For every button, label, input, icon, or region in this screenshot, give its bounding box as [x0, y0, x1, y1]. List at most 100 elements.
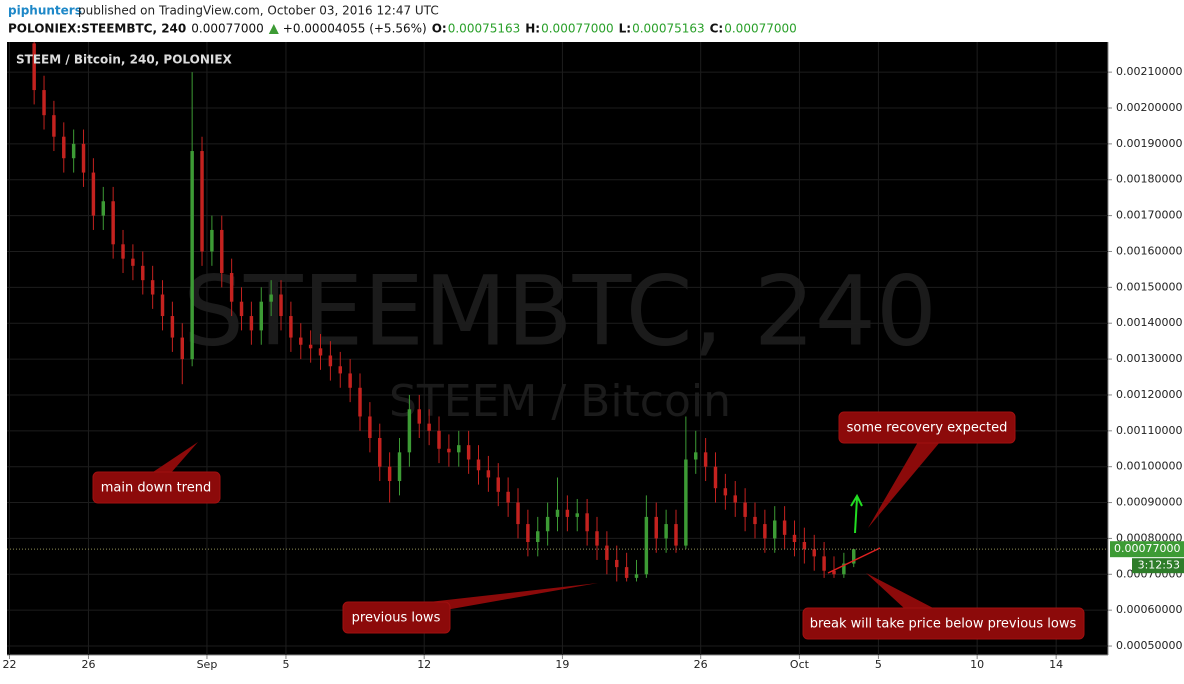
header-text: C:	[710, 22, 724, 36]
candle-body	[427, 423, 431, 431]
candle-body	[624, 567, 629, 578]
candle-body	[131, 258, 135, 266]
candle-body	[170, 316, 175, 338]
candle-body	[378, 437, 382, 467]
callout	[802, 607, 1085, 640]
candle-body	[536, 531, 540, 543]
candle-body	[42, 90, 46, 116]
countdown: 3:12:53	[1138, 559, 1180, 572]
candle-body	[190, 151, 194, 360]
candle-body	[644, 516, 649, 575]
last-price-box	[1110, 541, 1184, 558]
candle-body	[387, 466, 392, 482]
header-text: 0.00075163	[448, 22, 521, 36]
candle-body	[91, 172, 96, 216]
candle-body	[407, 409, 412, 453]
header-text: H:	[525, 22, 540, 36]
y-tick-label: 0.00160000	[1116, 244, 1182, 257]
y-tick-label: 0.00170000	[1116, 209, 1182, 222]
candle-body	[200, 151, 204, 252]
candle-body	[62, 136, 66, 159]
candle-body	[328, 355, 333, 367]
x-tick-label: 22	[2, 658, 16, 671]
callout-pointer	[150, 442, 198, 474]
candle-body	[486, 470, 491, 478]
author: piphunters	[8, 4, 82, 18]
y-tick-label: 0.00190000	[1116, 137, 1182, 150]
candle-body	[822, 556, 826, 571]
candle-body	[358, 387, 362, 417]
candle-body	[437, 430, 441, 449]
y-tick-label: 0.00180000	[1116, 173, 1182, 186]
candle-body	[101, 201, 106, 216]
annotation: some recovery expected	[847, 421, 1008, 436]
candle-body	[457, 445, 461, 453]
candle-body	[575, 513, 579, 517]
x-tick-label: Oct	[790, 658, 810, 671]
candle-body	[368, 416, 372, 438]
candle-body	[852, 549, 856, 564]
candle-body	[763, 524, 767, 539]
candle-body	[782, 520, 787, 535]
x-tick-label: 12	[417, 658, 431, 671]
candle-body	[417, 409, 421, 424]
countdown-box	[1132, 558, 1184, 574]
candle-body	[180, 337, 184, 360]
drawings: main down trend previous lows some recov…	[92, 411, 1085, 640]
candle-body	[348, 373, 352, 388]
annotation: break will take price below previous low…	[810, 617, 1077, 632]
y-tick-label: 0.00100000	[1116, 460, 1182, 473]
callout	[92, 471, 221, 504]
annotation: main down trend	[101, 481, 211, 496]
candle-body	[249, 316, 254, 331]
candle-body	[605, 545, 609, 560]
candle-body	[664, 524, 668, 539]
candle-body	[634, 574, 639, 578]
y-tick-label: 0.00090000	[1116, 496, 1182, 509]
y-tick-label: 0.00120000	[1116, 388, 1182, 401]
header-text: 0.00075163	[632, 22, 705, 36]
candle-body	[842, 563, 846, 575]
watermark: STEEMBTC, 240	[183, 255, 937, 367]
y-tick-label: 0.00080000	[1116, 531, 1182, 544]
header-text: +0.00004055 (+5.56%)	[283, 22, 427, 36]
candle-body	[289, 316, 293, 338]
arrow-head	[850, 493, 863, 507]
candle-body	[773, 520, 777, 539]
candle-body	[299, 337, 303, 345]
header-text: 0.00077000	[724, 22, 797, 36]
candle-body	[397, 452, 402, 482]
candle-body	[71, 143, 76, 159]
y-tick-label: 0.00050000	[1116, 639, 1182, 652]
candle-body	[476, 459, 481, 471]
x-tick-label: 26	[81, 658, 95, 671]
candle-body	[210, 229, 214, 252]
candle-body	[516, 502, 520, 525]
candle-body	[308, 344, 313, 349]
header-text: 0.00077000	[191, 22, 264, 36]
candle-body	[703, 452, 708, 467]
candle-body	[802, 542, 807, 550]
x-tick-label: 10	[970, 658, 984, 671]
x-tick-label: 14	[1049, 658, 1063, 671]
candle-body	[792, 534, 797, 543]
candle-body	[259, 301, 263, 331]
candle-body	[466, 445, 471, 460]
chart-title: STEEM / Bitcoin, 240, POLONIEX	[16, 53, 233, 67]
candle-body	[150, 280, 155, 295]
candle-body	[506, 491, 510, 503]
annotation: previous lows	[352, 611, 441, 626]
header-text: POLONIEX:STEEMBTC, 240	[8, 22, 186, 36]
candle-body	[674, 524, 678, 546]
callout-pointer	[866, 573, 935, 609]
header-text: 0.00077000	[541, 22, 614, 36]
candle-body	[723, 488, 728, 496]
x-tick-label: 5	[282, 658, 289, 671]
candle-body	[555, 509, 560, 517]
y-tick-label: 0.00150000	[1116, 280, 1182, 293]
candle-body	[565, 509, 570, 517]
callout-pointer	[420, 583, 598, 611]
candle-body	[111, 201, 115, 245]
arrow	[854, 497, 858, 534]
